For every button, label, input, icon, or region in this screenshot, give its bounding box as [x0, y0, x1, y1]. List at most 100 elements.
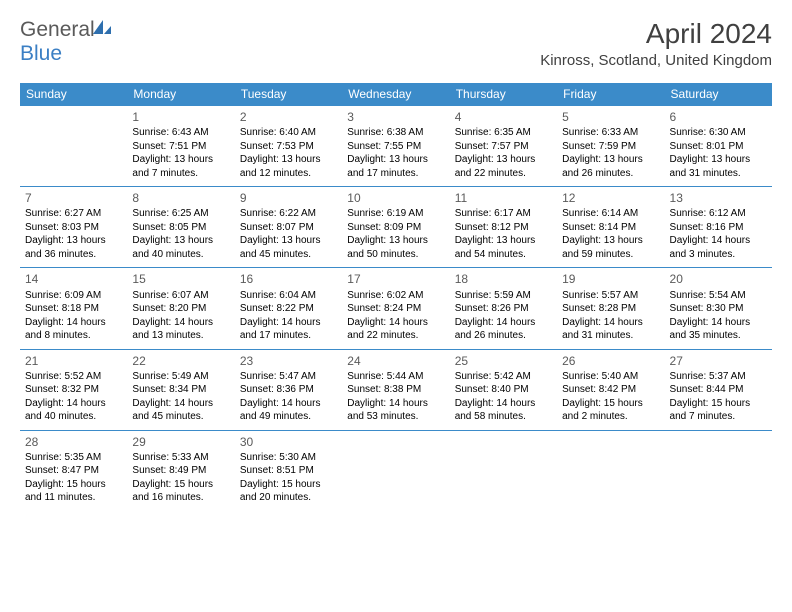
- title-block: April 2024 Kinross, Scotland, United Kin…: [540, 18, 772, 69]
- daylight-text: Daylight: 14 hours and 49 minutes.: [240, 397, 337, 424]
- day-cell: 2Sunrise: 6:40 AMSunset: 7:53 PMDaylight…: [235, 106, 342, 186]
- day-cell: 21Sunrise: 5:52 AMSunset: 8:32 PMDayligh…: [20, 350, 127, 430]
- day-info: Sunrise: 5:47 AMSunset: 8:36 PMDaylight:…: [240, 370, 337, 424]
- sunset-text: Sunset: 8:44 PM: [670, 383, 767, 397]
- day-cell: [342, 431, 449, 511]
- day-info: Sunrise: 5:44 AMSunset: 8:38 PMDaylight:…: [347, 370, 444, 424]
- day-cell: 26Sunrise: 5:40 AMSunset: 8:42 PMDayligh…: [557, 350, 664, 430]
- sunset-text: Sunset: 7:55 PM: [347, 140, 444, 154]
- day-number: 23: [240, 353, 337, 369]
- day-number: 11: [455, 190, 552, 206]
- weekday-header: Monday: [127, 83, 234, 105]
- page-header: GeneralBlue April 2024 Kinross, Scotland…: [20, 18, 772, 69]
- day-cell: 7Sunrise: 6:27 AMSunset: 8:03 PMDaylight…: [20, 187, 127, 267]
- sunset-text: Sunset: 8:18 PM: [25, 302, 122, 316]
- day-info: Sunrise: 5:52 AMSunset: 8:32 PMDaylight:…: [25, 370, 122, 424]
- day-number: 30: [240, 434, 337, 450]
- day-info: Sunrise: 6:25 AMSunset: 8:05 PMDaylight:…: [132, 207, 229, 261]
- day-info: Sunrise: 6:17 AMSunset: 8:12 PMDaylight:…: [455, 207, 552, 261]
- sunrise-text: Sunrise: 6:12 AM: [670, 207, 767, 221]
- sunrise-text: Sunrise: 6:27 AM: [25, 207, 122, 221]
- daylight-text: Daylight: 13 hours and 7 minutes.: [132, 153, 229, 180]
- sunset-text: Sunset: 7:51 PM: [132, 140, 229, 154]
- day-info: Sunrise: 5:49 AMSunset: 8:34 PMDaylight:…: [132, 370, 229, 424]
- day-cell: 15Sunrise: 6:07 AMSunset: 8:20 PMDayligh…: [127, 268, 234, 348]
- daylight-text: Daylight: 14 hours and 13 minutes.: [132, 316, 229, 343]
- day-info: Sunrise: 6:14 AMSunset: 8:14 PMDaylight:…: [562, 207, 659, 261]
- day-cell: 27Sunrise: 5:37 AMSunset: 8:44 PMDayligh…: [665, 350, 772, 430]
- day-info: Sunrise: 6:35 AMSunset: 7:57 PMDaylight:…: [455, 126, 552, 180]
- sunset-text: Sunset: 8:51 PM: [240, 464, 337, 478]
- week-row: 7Sunrise: 6:27 AMSunset: 8:03 PMDaylight…: [20, 186, 772, 267]
- day-info: Sunrise: 5:30 AMSunset: 8:51 PMDaylight:…: [240, 451, 337, 505]
- daylight-text: Daylight: 15 hours and 11 minutes.: [25, 478, 122, 505]
- weekday-header: Thursday: [450, 83, 557, 105]
- sunset-text: Sunset: 8:09 PM: [347, 221, 444, 235]
- day-info: Sunrise: 5:35 AMSunset: 8:47 PMDaylight:…: [25, 451, 122, 505]
- day-info: Sunrise: 5:37 AMSunset: 8:44 PMDaylight:…: [670, 370, 767, 424]
- day-info: Sunrise: 6:33 AMSunset: 7:59 PMDaylight:…: [562, 126, 659, 180]
- sunrise-text: Sunrise: 5:35 AM: [25, 451, 122, 465]
- day-cell: [20, 106, 127, 186]
- day-cell: 20Sunrise: 5:54 AMSunset: 8:30 PMDayligh…: [665, 268, 772, 348]
- day-cell: 16Sunrise: 6:04 AMSunset: 8:22 PMDayligh…: [235, 268, 342, 348]
- week-row: 14Sunrise: 6:09 AMSunset: 8:18 PMDayligh…: [20, 267, 772, 348]
- brand-text: GeneralBlue: [20, 18, 113, 66]
- location-text: Kinross, Scotland, United Kingdom: [540, 52, 772, 69]
- day-number: 6: [670, 109, 767, 125]
- day-number: 20: [670, 271, 767, 287]
- daylight-text: Daylight: 13 hours and 31 minutes.: [670, 153, 767, 180]
- daylight-text: Daylight: 15 hours and 16 minutes.: [132, 478, 229, 505]
- sunrise-text: Sunrise: 6:40 AM: [240, 126, 337, 140]
- day-info: Sunrise: 6:30 AMSunset: 8:01 PMDaylight:…: [670, 126, 767, 180]
- brand-logo: GeneralBlue: [20, 18, 113, 66]
- sunrise-text: Sunrise: 6:04 AM: [240, 289, 337, 303]
- day-cell: 17Sunrise: 6:02 AMSunset: 8:24 PMDayligh…: [342, 268, 449, 348]
- daylight-text: Daylight: 14 hours and 40 minutes.: [25, 397, 122, 424]
- sunset-text: Sunset: 7:57 PM: [455, 140, 552, 154]
- day-number: 25: [455, 353, 552, 369]
- sunset-text: Sunset: 8:07 PM: [240, 221, 337, 235]
- daylight-text: Daylight: 14 hours and 31 minutes.: [562, 316, 659, 343]
- daylight-text: Daylight: 14 hours and 35 minutes.: [670, 316, 767, 343]
- sunset-text: Sunset: 8:16 PM: [670, 221, 767, 235]
- daylight-text: Daylight: 13 hours and 54 minutes.: [455, 234, 552, 261]
- day-info: Sunrise: 5:42 AMSunset: 8:40 PMDaylight:…: [455, 370, 552, 424]
- day-cell: 24Sunrise: 5:44 AMSunset: 8:38 PMDayligh…: [342, 350, 449, 430]
- day-number: 21: [25, 353, 122, 369]
- weekday-header: Sunday: [20, 83, 127, 105]
- day-number: 4: [455, 109, 552, 125]
- daylight-text: Daylight: 13 hours and 17 minutes.: [347, 153, 444, 180]
- sunset-text: Sunset: 8:30 PM: [670, 302, 767, 316]
- daylight-text: Daylight: 13 hours and 12 minutes.: [240, 153, 337, 180]
- sunset-text: Sunset: 8:40 PM: [455, 383, 552, 397]
- day-number: 26: [562, 353, 659, 369]
- day-number: 17: [347, 271, 444, 287]
- weekday-header: Tuesday: [235, 83, 342, 105]
- sunrise-text: Sunrise: 6:07 AM: [132, 289, 229, 303]
- day-info: Sunrise: 6:19 AMSunset: 8:09 PMDaylight:…: [347, 207, 444, 261]
- week-row: 21Sunrise: 5:52 AMSunset: 8:32 PMDayligh…: [20, 349, 772, 430]
- sunrise-text: Sunrise: 5:49 AM: [132, 370, 229, 384]
- daylight-text: Daylight: 13 hours and 59 minutes.: [562, 234, 659, 261]
- day-cell: 29Sunrise: 5:33 AMSunset: 8:49 PMDayligh…: [127, 431, 234, 511]
- sunrise-text: Sunrise: 6:35 AM: [455, 126, 552, 140]
- day-info: Sunrise: 6:04 AMSunset: 8:22 PMDaylight:…: [240, 289, 337, 343]
- sunset-text: Sunset: 8:22 PM: [240, 302, 337, 316]
- sunset-text: Sunset: 8:01 PM: [670, 140, 767, 154]
- day-number: 5: [562, 109, 659, 125]
- sunset-text: Sunset: 7:53 PM: [240, 140, 337, 154]
- day-number: 22: [132, 353, 229, 369]
- day-number: 8: [132, 190, 229, 206]
- day-cell: 28Sunrise: 5:35 AMSunset: 8:47 PMDayligh…: [20, 431, 127, 511]
- day-info: Sunrise: 6:43 AMSunset: 7:51 PMDaylight:…: [132, 126, 229, 180]
- sunset-text: Sunset: 7:59 PM: [562, 140, 659, 154]
- sunrise-text: Sunrise: 6:09 AM: [25, 289, 122, 303]
- weekday-header: Saturday: [665, 83, 772, 105]
- day-number: 15: [132, 271, 229, 287]
- weekday-header-row: SundayMondayTuesdayWednesdayThursdayFrid…: [20, 83, 772, 105]
- day-info: Sunrise: 6:09 AMSunset: 8:18 PMDaylight:…: [25, 289, 122, 343]
- sunset-text: Sunset: 8:24 PM: [347, 302, 444, 316]
- day-cell: 8Sunrise: 6:25 AMSunset: 8:05 PMDaylight…: [127, 187, 234, 267]
- sunrise-text: Sunrise: 5:44 AM: [347, 370, 444, 384]
